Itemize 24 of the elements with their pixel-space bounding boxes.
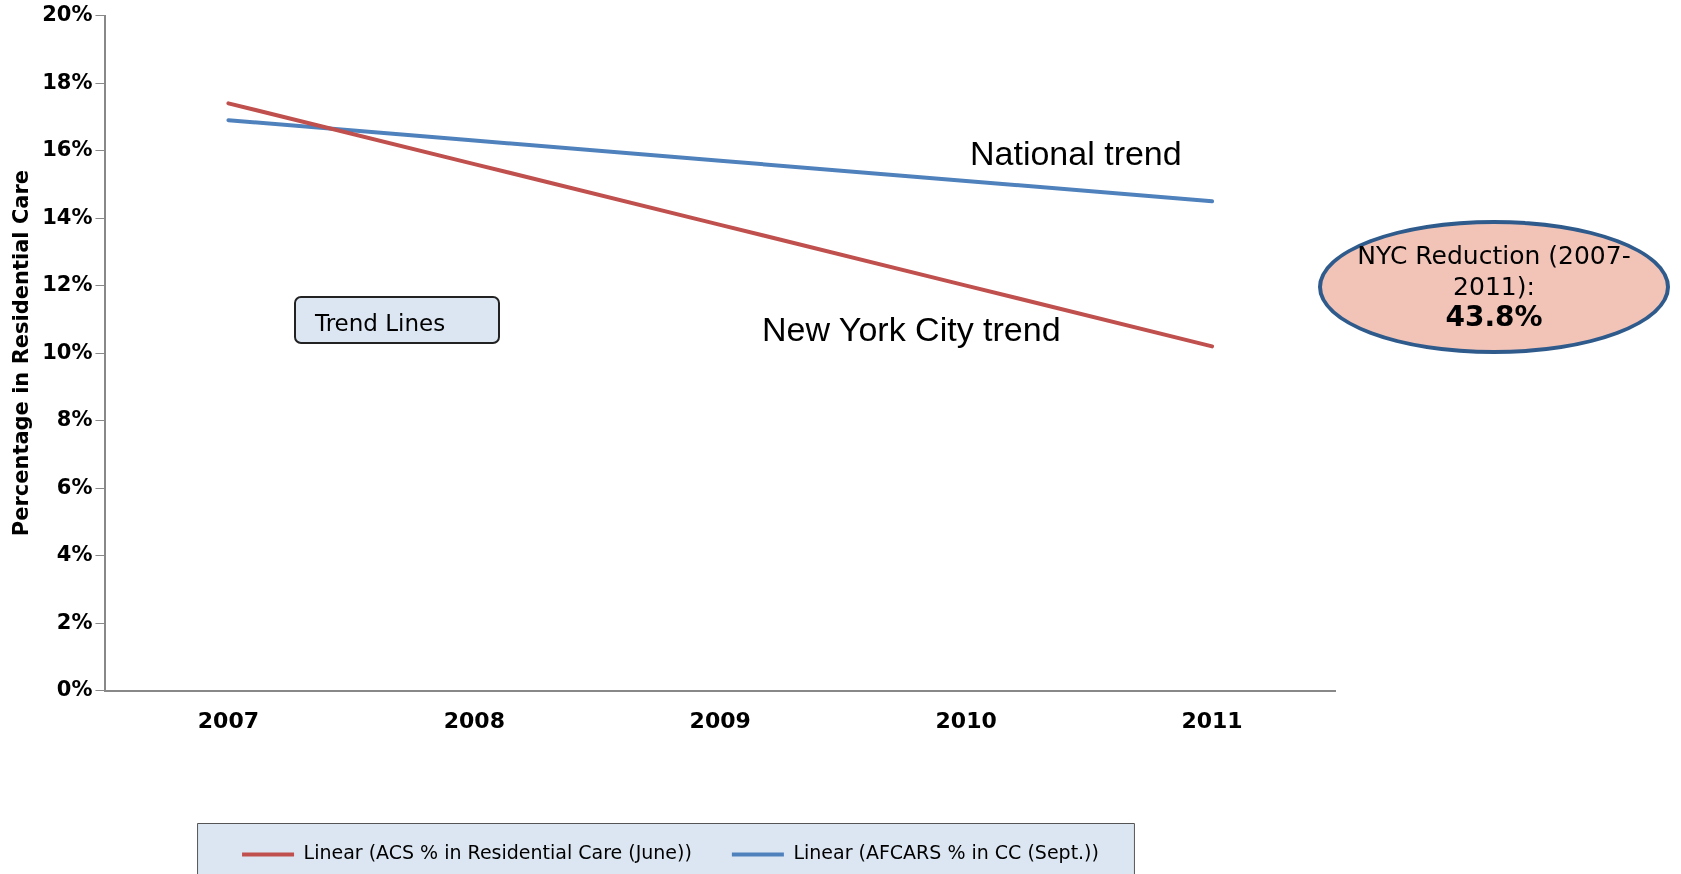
y-tick-label: 2% (56, 609, 93, 634)
text: NYC Reduction (2007-2011): (1356, 240, 1632, 302)
y-tick-label: 16% (42, 137, 93, 162)
y-tick-label: 10% (42, 339, 93, 364)
y-tick-label: 14% (42, 204, 93, 229)
x-tick-label: 2010 (935, 707, 997, 733)
y-tick-label: 18% (42, 69, 93, 94)
x-tick-label: 2009 (689, 707, 751, 733)
y-tick-label: 6% (56, 474, 93, 499)
y-tick-label: 8% (56, 407, 93, 432)
annotation: Trend Lines (315, 310, 446, 336)
annotation: New York City trend (762, 310, 1061, 349)
y-tick-label: 0% (56, 677, 93, 702)
legend-label: Linear (AFCARS % in CC (Sept.)) (793, 841, 1099, 864)
annotation: National trend (970, 134, 1182, 173)
y-tick-label: 20% (42, 2, 93, 27)
x-tick-label: 2008 (443, 707, 505, 733)
text: 43.8% (1444, 300, 1544, 333)
x-tick-label: 2011 (1181, 707, 1243, 733)
legend-label: Linear (ACS % in Residential Care (June)) (303, 841, 692, 864)
y-axis-title: Percentage in Residential Care (9, 169, 34, 537)
x-tick-label: 2007 (197, 707, 260, 733)
y-tick-label: 12% (42, 272, 93, 297)
y-tick-label: 4% (56, 542, 93, 567)
